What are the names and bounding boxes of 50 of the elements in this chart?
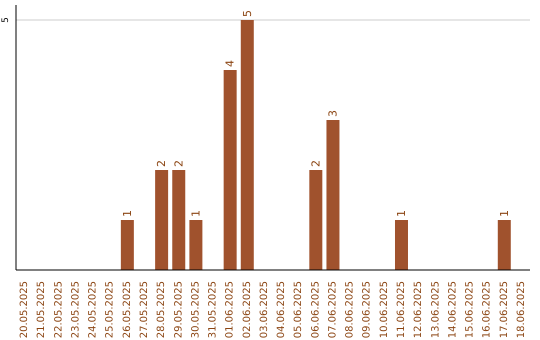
- bar: [120, 220, 134, 270]
- data-label: 2: [155, 160, 168, 167]
- x-tick-label: 24.05.2025: [88, 281, 99, 338]
- x-tick-label: 28.05.2025: [156, 281, 168, 338]
- x-tick-label: 15.06.2025: [464, 281, 476, 338]
- x-tick-label: 16.06.2025: [482, 281, 493, 338]
- x-tick-label: 09.06.2025: [362, 281, 373, 338]
- x-tick-label: 04.06.2025: [276, 281, 288, 338]
- bar: [189, 220, 202, 270]
- bar: [394, 220, 408, 270]
- x-tick-label: 22.05.2025: [53, 281, 64, 338]
- data-label: 2: [172, 160, 186, 167]
- x-tick-label: 29.05.2025: [173, 281, 184, 338]
- data-label: 1: [498, 210, 511, 217]
- data-label: 1: [120, 210, 134, 217]
- x-tick-label: 08.06.2025: [344, 281, 356, 338]
- x-tick-label: 03.06.2025: [258, 281, 270, 338]
- x-tick-label: 13.06.2025: [430, 281, 442, 338]
- bar: [155, 170, 168, 270]
- x-tick-label: 27.05.2025: [139, 281, 150, 338]
- x-tick-label: 21.05.2025: [36, 281, 48, 338]
- x-tick-label: 01.06.2025: [224, 281, 236, 338]
- data-label: 2: [309, 160, 322, 167]
- bar: [326, 120, 340, 270]
- data-label: 3: [326, 110, 340, 117]
- bar: [224, 70, 237, 270]
- bar: [172, 170, 186, 270]
- x-tick-label: 20.05.2025: [19, 281, 30, 338]
- x-tick-label: 02.06.2025: [242, 281, 253, 338]
- x-tick-label: 23.05.2025: [70, 281, 82, 338]
- x-tick-label: 14.06.2025: [447, 281, 458, 338]
- x-tick-label: 30.05.2025: [190, 281, 202, 338]
- x-tick-label: 31.05.2025: [208, 281, 219, 338]
- data-label: 4: [224, 60, 237, 67]
- x-tick-label: 17.06.2025: [498, 281, 510, 338]
- x-tick-label: 18.06.2025: [516, 281, 527, 338]
- x-tick-label: 07.06.2025: [327, 281, 338, 338]
- x-tick-label: 12.06.2025: [413, 281, 424, 338]
- data-label: 5: [240, 10, 254, 17]
- x-tick-label: 10.06.2025: [378, 281, 390, 338]
- x-tick-label: 25.05.2025: [104, 281, 116, 338]
- x-tick-label: 26.05.2025: [122, 281, 133, 338]
- x-tick-label: 06.06.2025: [310, 281, 322, 338]
- data-label: 1: [394, 210, 408, 217]
- bar: [498, 220, 511, 270]
- data-label: 1: [189, 210, 202, 217]
- x-tick-label: 11.06.2025: [396, 281, 407, 338]
- bar: [309, 170, 322, 270]
- x-tick-label: 05.06.2025: [293, 281, 304, 338]
- bar: [240, 20, 254, 270]
